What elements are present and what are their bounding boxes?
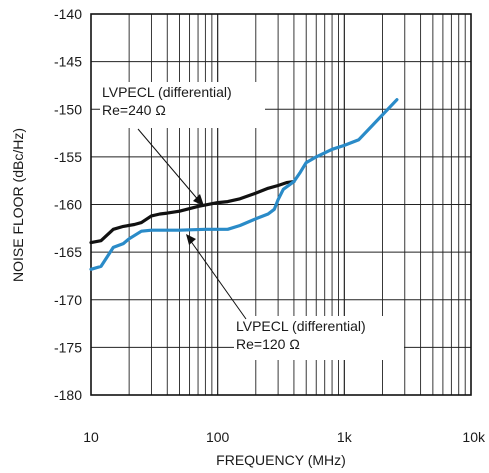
annotation-240-line1: LVPECL (differential) [102,84,232,100]
leader-120 [189,239,247,320]
series-group [89,98,399,271]
x-tick-label: 100 [206,429,230,445]
y-tick-label: -155 [54,149,82,165]
y-axis-label: NOISE FLOOR (dBc/Hz) [10,128,26,282]
x-tick-label: 1k [337,429,353,445]
x-axis-label: FREQUENCY (MHz) [216,452,346,468]
y-tick-label: -145 [54,54,82,70]
annotation-box-240 [100,82,265,128]
leader-240 [137,128,201,203]
y-tick-label: -180 [54,387,82,403]
series-line-0 [89,180,296,245]
y-tick-label: -165 [54,244,82,260]
arrowhead-120 [186,234,196,245]
annotation-120-line1: LVPECL (differential) [236,318,366,334]
y-tick-label: -175 [54,339,82,355]
y-tick-labels: -140 -145 -150 -155 -160 -165 -170 -175 -180 [54,6,82,403]
x-tick-labels: 10 100 1k 10k [83,429,486,445]
y-tick-label: -140 [54,6,82,22]
x-tick-label: 10 [83,429,99,445]
annotation-box-120 [234,316,404,360]
plot-frame [90,13,472,396]
y-tick-label: -160 [54,197,82,213]
y-tick-label: -150 [54,101,82,117]
series-line-1 [89,98,399,271]
y-tick-label: -170 [54,292,82,308]
x-tick-label: 10k [462,429,486,445]
annotation-240-line2: Re=240 Ω [102,102,166,118]
arrowhead-240 [193,194,204,206]
annotation-120-line2: Re=120 Ω [236,336,300,352]
